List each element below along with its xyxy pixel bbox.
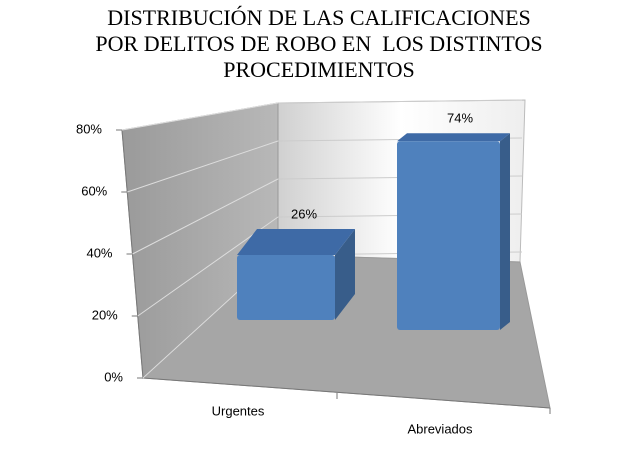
bar-top — [397, 133, 510, 142]
data-label: 26% — [291, 206, 317, 221]
chart-title: DISTRIBUCIÓN DE LAS CALIFICACIONES — [107, 5, 531, 30]
grid-line — [132, 178, 279, 255]
bar-top — [237, 229, 355, 255]
bar-side — [500, 133, 510, 330]
bar — [237, 255, 335, 320]
bar — [397, 141, 500, 330]
x-tick-label: Urgentes — [212, 403, 265, 418]
y-tick-label: 40% — [86, 245, 112, 260]
grid-line — [121, 102, 279, 131]
chart-title: PROCEDIMIENTOS — [223, 57, 415, 82]
y-tick-label: 20% — [92, 307, 118, 322]
x-tick-label: Abreviados — [407, 421, 473, 436]
bar-side — [335, 229, 355, 320]
data-label: 74% — [447, 111, 473, 126]
grid-line — [127, 140, 279, 193]
grid-line — [277, 99, 523, 104]
y-tick-label: 60% — [81, 183, 107, 198]
y-tick-label: 80% — [76, 121, 102, 136]
y-tick-label: 0% — [104, 369, 123, 384]
chart-title: POR DELITOS DE ROBO EN LOS DISTINTOS — [95, 31, 542, 56]
x-axis — [142, 377, 551, 409]
